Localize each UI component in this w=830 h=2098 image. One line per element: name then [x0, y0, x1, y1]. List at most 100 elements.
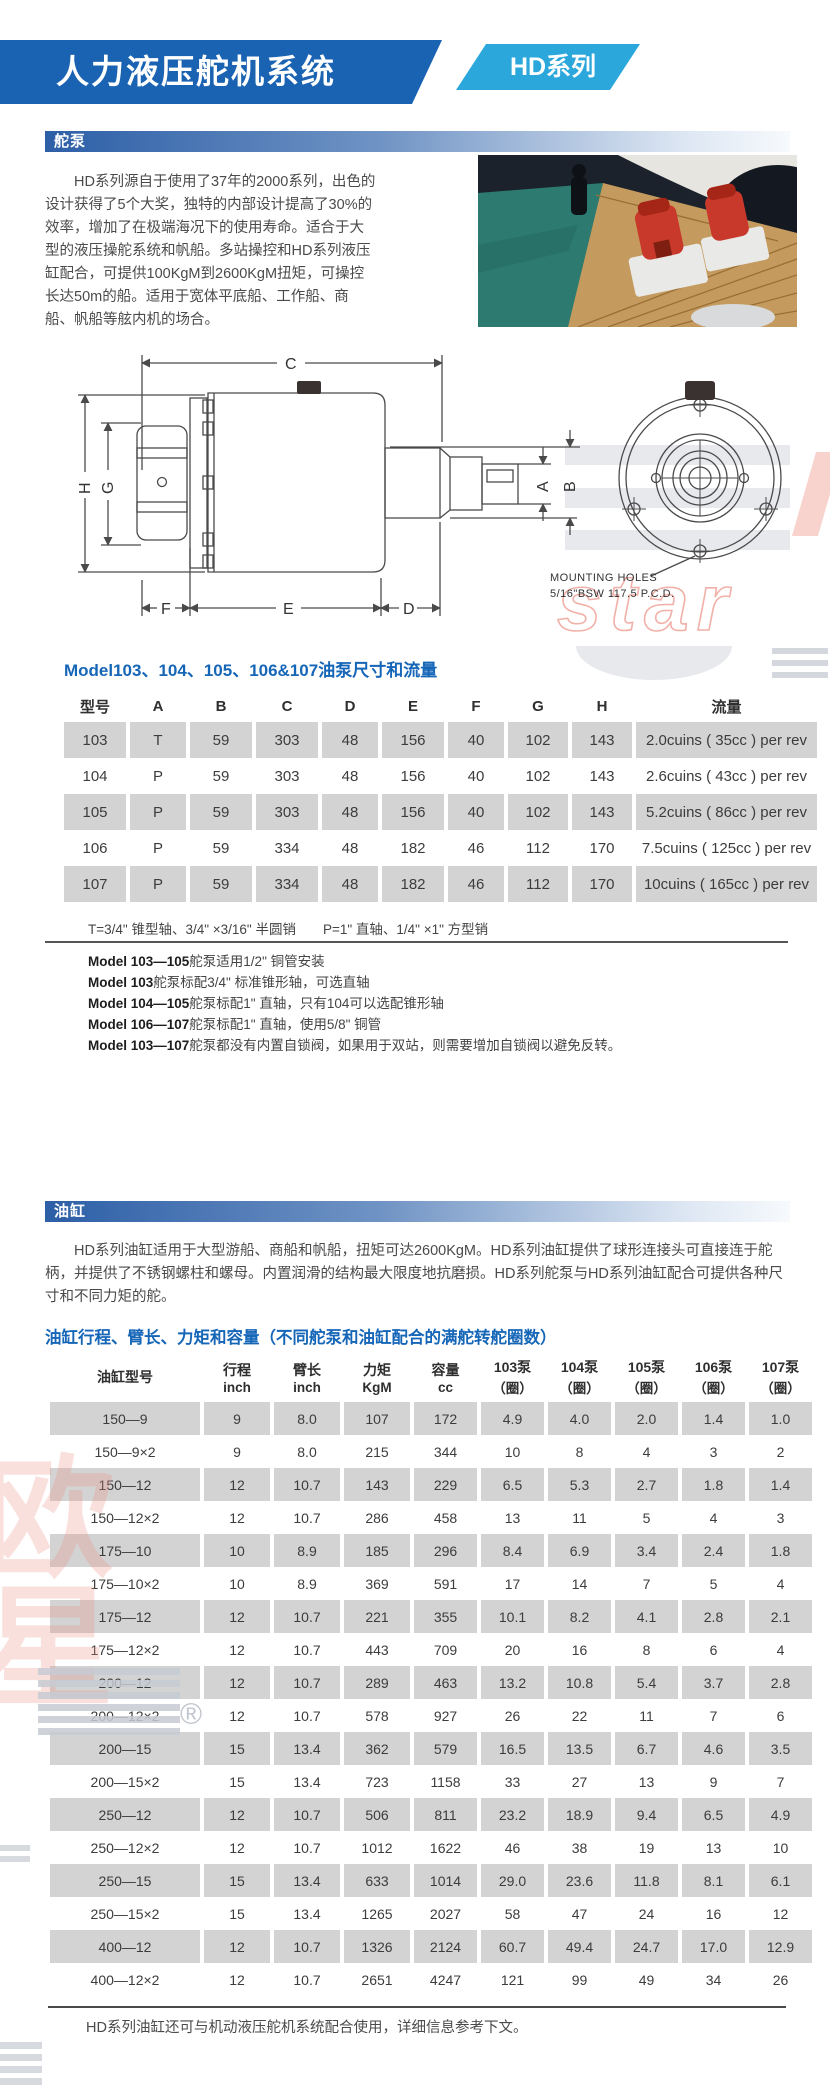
model-note-line: Model 104—105舵泵标配1" 直轴，只有104可以选配锥形轴: [88, 996, 444, 1011]
cylinder-table-cell: 6: [776, 1707, 785, 1724]
cylinder-table-cell: 4247: [429, 1971, 462, 1988]
cylinder-column-header: 106泵 （圈）: [693, 1359, 734, 1396]
cylinder-table-cell: 15: [229, 1773, 245, 1790]
cylinder-table-cell: 811: [414, 1798, 477, 1831]
cylinder-table-cell: 10.7: [293, 1971, 321, 1988]
cylinder-table-cell: 6.1: [749, 1864, 812, 1897]
cylinder-table-cell: 175—12: [50, 1600, 200, 1633]
table-row: 150—12 12 10.7 143 229 6.5 5.3 2.7 1.8 1.4: [50, 1468, 812, 1501]
cylinder-table-cell: 12: [204, 1798, 270, 1831]
section-heading-cylinder: 油缸: [45, 1201, 790, 1222]
cylinder-table-cell: 200—15×2: [90, 1773, 160, 1790]
cylinder-table-cell: 60.7: [481, 1930, 544, 1963]
cylinder-table-cell: 13.4: [293, 1905, 321, 1922]
cylinder-table-cell: 2: [776, 1443, 785, 1460]
cylinder-table-cell: 121: [500, 1971, 525, 1988]
pump-table-cell: 59: [212, 839, 230, 857]
pump-table-cell: T: [130, 722, 186, 758]
cylinder-table-cell: 633: [344, 1864, 410, 1897]
model-note-line: Model 103—107舵泵都没有内置自锁阀，如果用于双站，则需要增加自锁阀以…: [88, 1038, 622, 1053]
cylinder-table-cell: 13.4: [274, 1864, 340, 1897]
pump-table-cell: 59: [190, 866, 252, 902]
cylinder-table-cell: 38: [571, 1839, 588, 1856]
cylinder-table-cell: 4.0: [548, 1402, 611, 1435]
cylinder-table-cell: 250—12: [50, 1798, 200, 1831]
cylinder-table-cell: 19: [638, 1839, 655, 1856]
cylinder-table-cell: 400—12: [50, 1930, 200, 1963]
cylinder-table-cell: 6.9: [548, 1534, 611, 1567]
cylinder-table-cell: 11: [572, 1509, 587, 1526]
pump-table-cell: 143: [572, 722, 632, 758]
watermark-bars-icon: [772, 648, 828, 684]
footer-note: HD系列油缸还可与机动液压舵机系统配合使用，详细信息参考下文。: [86, 2020, 528, 2036]
cylinder-table-cell: 23.6: [548, 1864, 611, 1897]
cylinder-table-cell: 23.2: [481, 1798, 544, 1831]
pump-table-cell: 112: [526, 839, 550, 857]
pump-table-cell: 182: [400, 839, 426, 857]
cylinder-table-cell: 10: [204, 1534, 270, 1567]
cylinder-table-cell: 12: [229, 1707, 245, 1724]
mounting-note: MOUNTING HOLES 5/16"BSW 117.5 P.C.D.: [550, 572, 674, 600]
pump-table-cell: 46: [448, 866, 504, 902]
cylinder-table-cell: 58: [504, 1905, 521, 1922]
mounting-hole-icon: [754, 497, 778, 521]
cylinder-table-cell: 6.7: [615, 1732, 678, 1765]
cylinder-table-cell: 4: [776, 1641, 785, 1658]
cylinder-table-cell: 2.4: [682, 1534, 745, 1567]
cylinder-table-cell: 578: [365, 1707, 389, 1724]
cylinder-table-cell: 99: [571, 1971, 588, 1988]
cylinder-table-cell: 6.5: [682, 1798, 745, 1831]
table-row: 250—15×2 15 13.4 1265 2027 58 47 24 16 12: [50, 1897, 812, 1930]
cylinder-table-cell: 10.8: [548, 1666, 611, 1699]
cylinder-table-cell: 12: [229, 1509, 245, 1526]
cylinder-table-cell: 7: [642, 1575, 651, 1592]
pump-table-cell: 104: [82, 767, 108, 785]
pump-table-cell: 334: [256, 866, 318, 902]
cylinder-table-cell: 4: [709, 1509, 718, 1526]
pump-table-cell: 59: [190, 722, 252, 758]
cylinder-table-cell: 1.8: [682, 1468, 745, 1501]
cylinder-table-cell: 927: [433, 1707, 458, 1724]
table-row: 250—12 12 10.7 506 811 23.2 18.9 9.4 6.5 4.9: [50, 1798, 812, 1831]
pump-table-cell: 59: [190, 794, 252, 830]
cylinder-table-cell: 1.0: [749, 1402, 812, 1435]
cylinder-column-header: 107泵 （圈）: [760, 1359, 801, 1396]
cylinder-table-cell: 10.7: [274, 1600, 340, 1633]
svg-text:E: E: [283, 601, 294, 618]
table-row: 150—9×2 9 8.0 215 344 10 8 4 3 2: [50, 1435, 812, 1468]
cylinder-table-cell: 8.0: [274, 1402, 340, 1435]
pump-dimension-diagram: star: [77, 355, 790, 642]
bottom-rule: [48, 2006, 786, 2008]
svg-text:A: A: [535, 481, 552, 492]
cylinder-column-header: 容量 cc: [431, 1361, 460, 1395]
pump-table-cell: 105: [64, 794, 126, 830]
cylinder-column-header: 104泵 （圈）: [559, 1359, 600, 1396]
cylinder-table-cell: 13: [504, 1509, 521, 1526]
pump-table-cell: 7.5cuins ( 125cc ) per rev: [641, 839, 812, 857]
cylinder-table-cell: 13.4: [274, 1732, 340, 1765]
cylinder-table-cell: 10.7: [293, 1509, 321, 1526]
cylinder-table-cell: 8.2: [548, 1600, 611, 1633]
cylinder-table-cell: 344: [433, 1443, 458, 1460]
pump-table-cell: 156: [382, 722, 444, 758]
cylinder-table-cell: 24: [638, 1905, 655, 1922]
pump-table-cell: P: [152, 767, 163, 785]
cylinder-table-cell: 8.0: [297, 1443, 317, 1460]
cylinder-table-cell: 4: [642, 1443, 651, 1460]
pump-column-header: 型号: [79, 698, 110, 716]
cylinder-table-cell: 8: [642, 1641, 651, 1658]
cylinder-table-cell: 143: [344, 1468, 410, 1501]
cylinder-table-cell: 4.9: [481, 1402, 544, 1435]
pump-table-cell: 112: [508, 866, 568, 902]
pump-table-header-row: 型号 A B C D E F G H 流量: [64, 690, 817, 722]
cylinder-table-cell: 27: [571, 1773, 588, 1790]
cylinder-table-cell: 10.7: [274, 1930, 340, 1963]
watermark-bars-left-icon: [0, 1845, 30, 1867]
pump-column-header: D: [344, 697, 356, 715]
table-row: 250—15 15 13.4 633 1014 29.0 23.6 11.8 8.1 6.1: [50, 1864, 812, 1897]
table-row: 150—12×2 12 10.7 286 458 13 11 5 4 3: [50, 1501, 812, 1534]
table-row: 104 P 59 303 48 156 40 102 143 2.6cuins ( 43cc ) …: [64, 758, 817, 794]
cylinder-table-cell: 2027: [429, 1905, 462, 1922]
cylinder-table-cell: 20: [504, 1641, 521, 1658]
